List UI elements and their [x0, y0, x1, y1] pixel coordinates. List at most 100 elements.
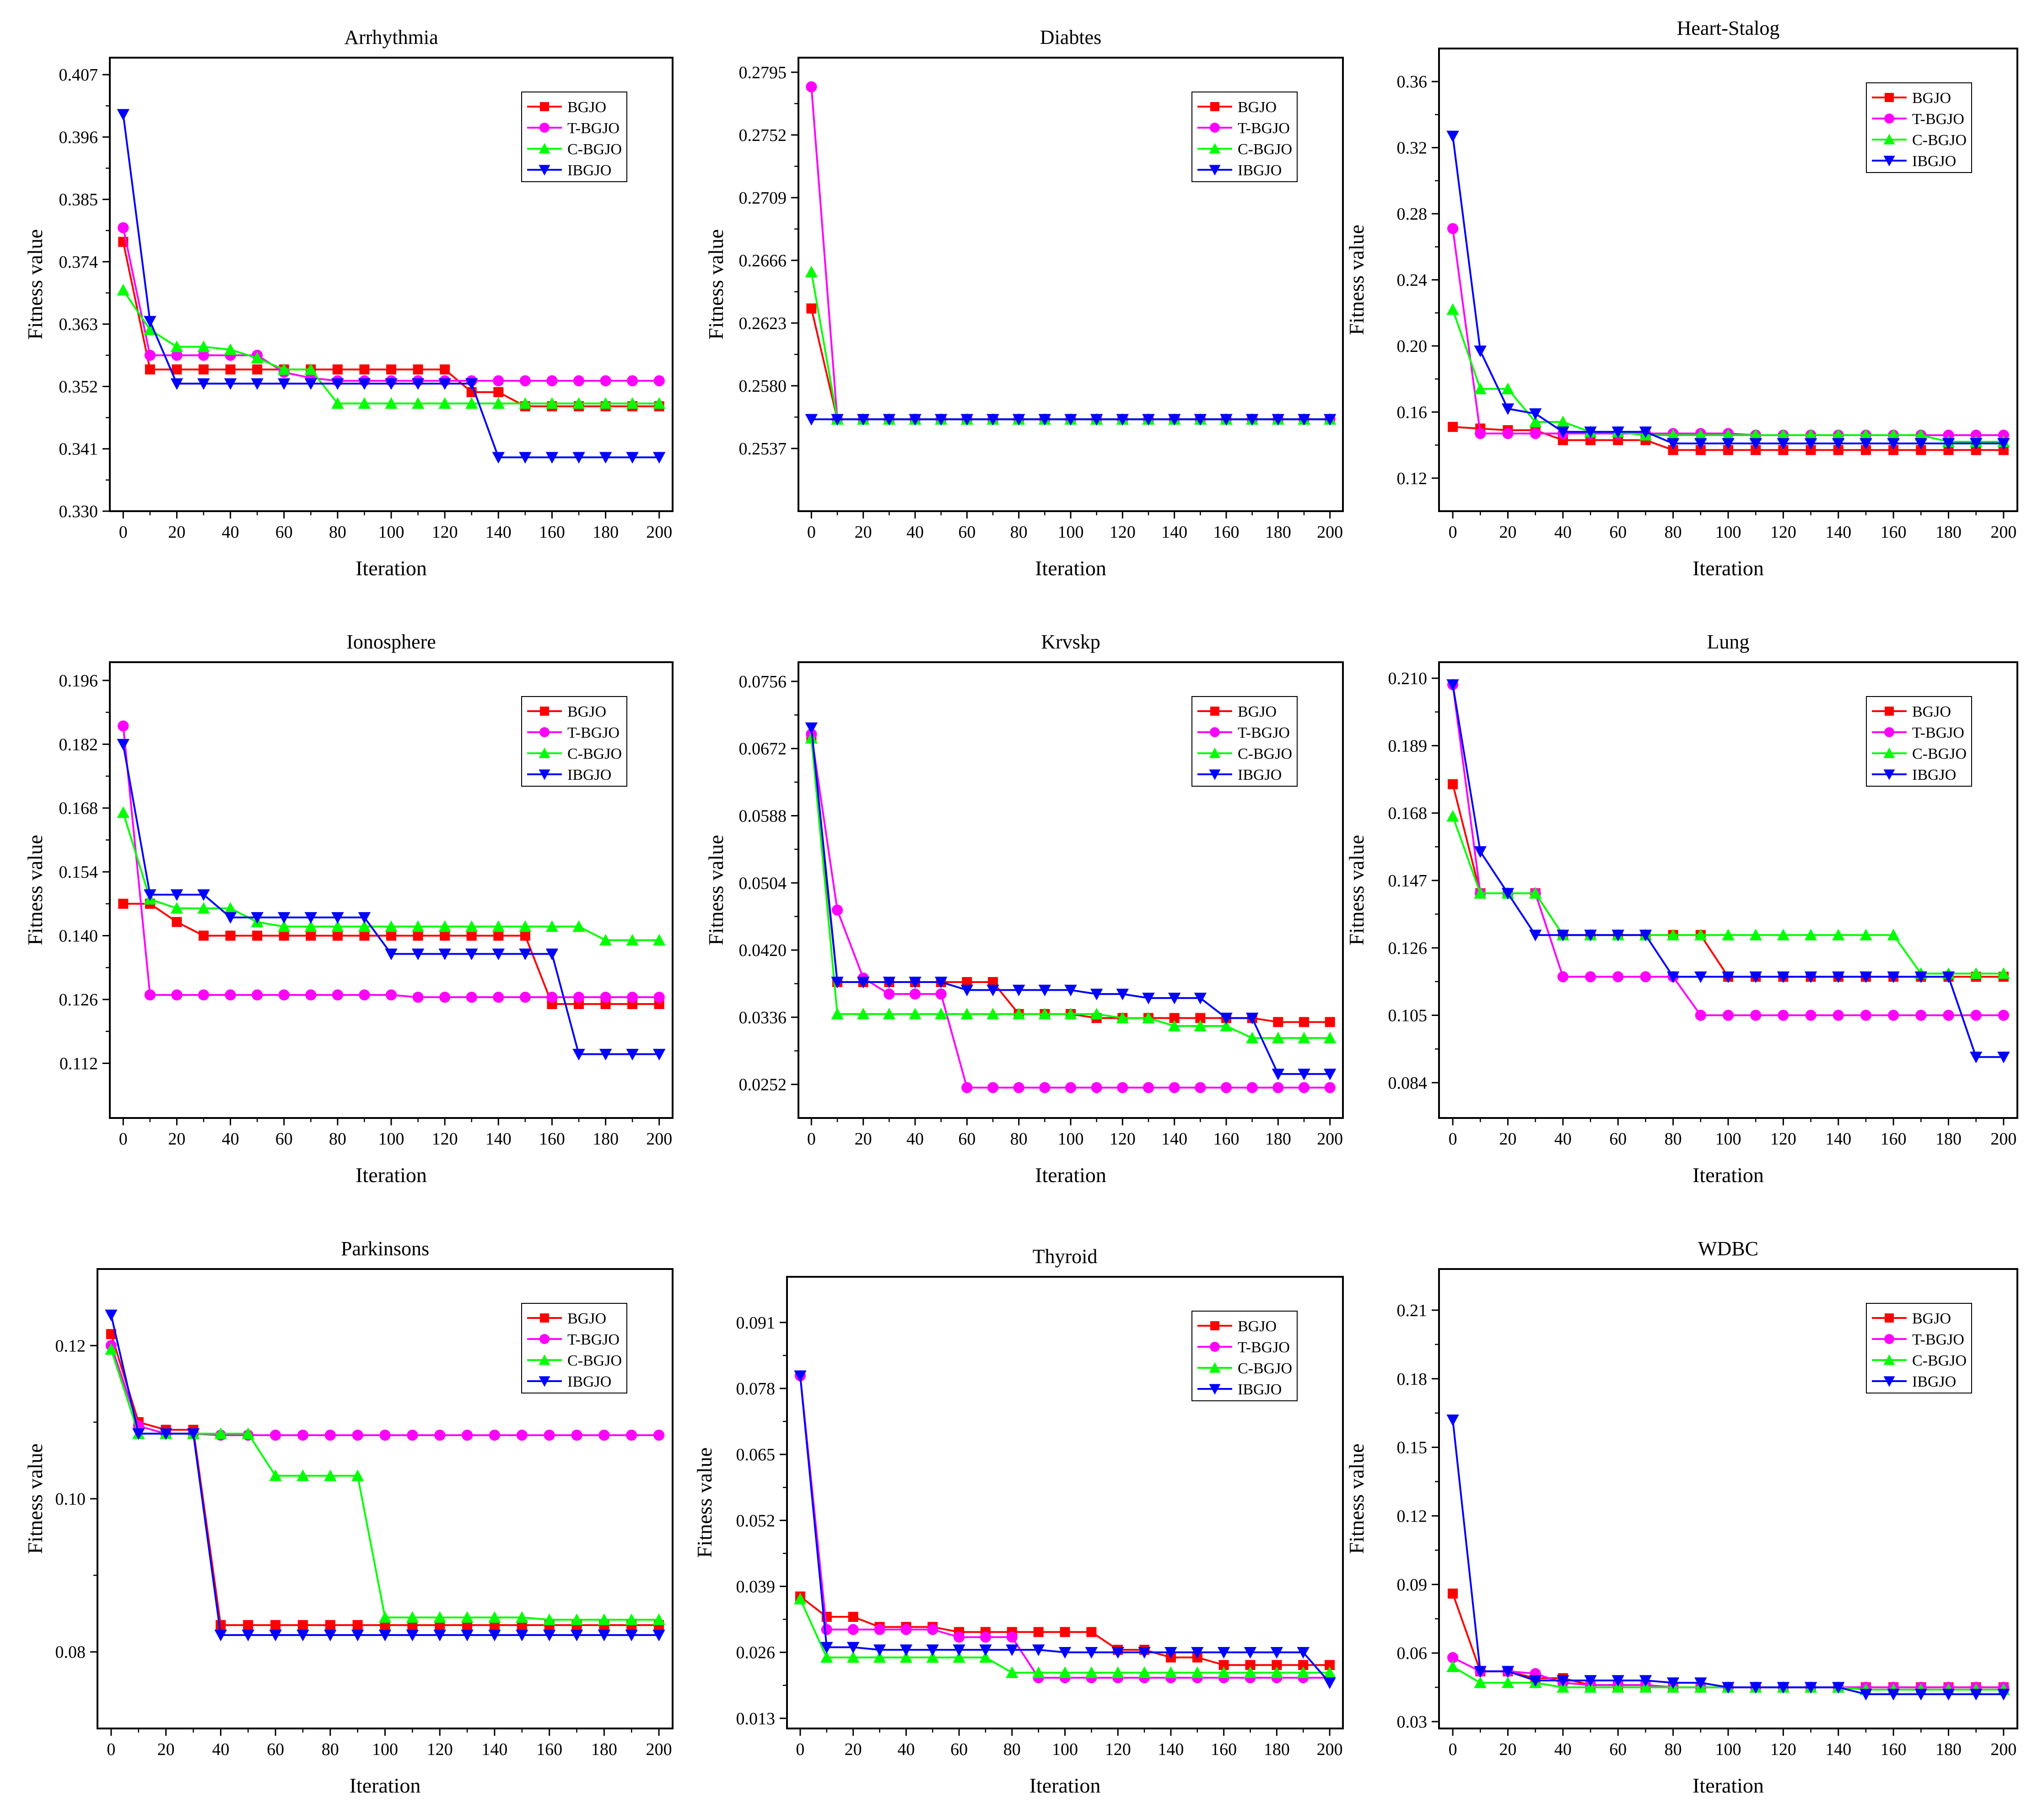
- x-tick-label: 100: [1715, 1740, 1741, 1759]
- x-axis-label: Iteration: [356, 1163, 427, 1187]
- legend-label: BGJO: [567, 99, 606, 116]
- data-point: [1887, 971, 1900, 983]
- data-point: [1942, 971, 1955, 983]
- data-point: [197, 378, 210, 390]
- data-point: [493, 375, 504, 387]
- legend-label: IBGJO: [1238, 767, 1282, 783]
- data-point: [359, 364, 370, 375]
- legend-marker: [539, 143, 550, 154]
- data-point: [572, 452, 585, 464]
- data-point: [1448, 779, 1458, 789]
- data-point: [519, 948, 532, 961]
- chart-title: Lung: [1707, 631, 1750, 653]
- data-point: [1666, 1677, 1680, 1689]
- data-point: [1749, 929, 1762, 940]
- x-tick-label: 60: [267, 1740, 284, 1759]
- data-point: [492, 397, 505, 409]
- data-point: [926, 1651, 939, 1663]
- data-point: [488, 1611, 501, 1623]
- data-point: [1529, 1675, 1542, 1687]
- data-point: [1191, 1647, 1204, 1659]
- data-point: [988, 977, 998, 987]
- y-axis-label: Fitness value: [704, 229, 728, 340]
- data-point: [572, 1048, 585, 1061]
- data-point: [519, 991, 531, 1003]
- x-tick-label: 40: [222, 1129, 239, 1149]
- legend-label: BGJO: [1912, 90, 1951, 107]
- data-point: [1916, 445, 1926, 455]
- data-point: [806, 81, 817, 92]
- data-point: [516, 1630, 528, 1642]
- legend-label: C-BGJO: [1912, 1352, 1967, 1369]
- series-T-BGJO: [118, 720, 665, 1003]
- data-point: [411, 397, 425, 409]
- legend-label: BGJO: [1238, 1318, 1277, 1335]
- data-point: [1584, 1681, 1597, 1693]
- data-point: [820, 1651, 833, 1663]
- data-point: [1006, 1644, 1019, 1656]
- data-point: [1064, 1008, 1077, 1020]
- data-point: [1244, 1647, 1257, 1659]
- y-tick-label: 0.396: [59, 128, 98, 147]
- data-point: [440, 364, 450, 375]
- y-tick-label: 0.2580: [739, 377, 787, 396]
- data-point: [545, 397, 559, 409]
- data-point: [492, 948, 505, 961]
- x-tick-label: 60: [950, 1740, 968, 1759]
- data-point: [1639, 426, 1652, 438]
- data-point: [1220, 414, 1233, 426]
- data-point: [1584, 426, 1597, 438]
- x-axis-label: Iteration: [1029, 1774, 1101, 1797]
- x-tick-label: 60: [958, 1129, 976, 1149]
- data-point: [144, 989, 156, 1001]
- x-tick-label: 40: [212, 1740, 229, 1759]
- legend-marker: [1885, 93, 1894, 102]
- data-point: [1012, 984, 1025, 997]
- data-point: [1116, 988, 1129, 1000]
- data-point: [1217, 1666, 1230, 1678]
- series-IBGJO: [805, 414, 1337, 426]
- y-tick-label: 0.385: [59, 190, 98, 210]
- data-point: [1298, 1082, 1310, 1093]
- data-point: [1694, 429, 1707, 441]
- data-point: [1997, 1052, 2010, 1064]
- data-point: [1749, 438, 1762, 450]
- data-point: [571, 1430, 582, 1441]
- x-tick-label: 120: [1110, 1129, 1136, 1149]
- data-point: [1557, 426, 1569, 438]
- data-point: [1142, 993, 1155, 1005]
- data-point: [979, 1651, 992, 1663]
- data-point: [1749, 429, 1762, 441]
- data-point: [277, 920, 291, 932]
- x-tick-label: 0: [796, 1740, 804, 1759]
- data-point: [1914, 1689, 1928, 1701]
- x-tick-label: 140: [1825, 1129, 1851, 1149]
- chart-panel-8: Thyroid 0 20 40 60 80 100 120 140 160 180 200 0.013 0…: [693, 1245, 1344, 1797]
- y-tick-label: 0.168: [59, 799, 98, 818]
- series-line: [810, 308, 1330, 421]
- y-tick-label: 0.0252: [739, 1075, 787, 1095]
- data-point: [1038, 984, 1051, 997]
- data-point: [1694, 438, 1707, 450]
- data-point: [652, 1048, 666, 1061]
- data-point: [412, 991, 424, 1003]
- legend-label: BGJO: [567, 1310, 606, 1327]
- x-tick-label: 20: [1499, 523, 1516, 542]
- legend-marker: [1210, 102, 1219, 111]
- data-point: [570, 1630, 583, 1642]
- legend-marker: [1884, 1334, 1894, 1344]
- data-point: [1666, 438, 1680, 450]
- data-point: [1832, 929, 1845, 940]
- x-tick-label: 200: [1317, 523, 1343, 542]
- data-point: [358, 912, 371, 924]
- data-point: [1272, 1660, 1282, 1670]
- x-tick-label: 200: [1990, 523, 2016, 542]
- data-point: [1447, 1652, 1459, 1663]
- data-point: [465, 920, 478, 932]
- legend-marker: [1210, 707, 1219, 716]
- data-point: [1194, 414, 1207, 426]
- data-point: [986, 1008, 999, 1020]
- data-point: [1446, 130, 1459, 143]
- data-point: [352, 1430, 363, 1441]
- data-point: [105, 1309, 118, 1322]
